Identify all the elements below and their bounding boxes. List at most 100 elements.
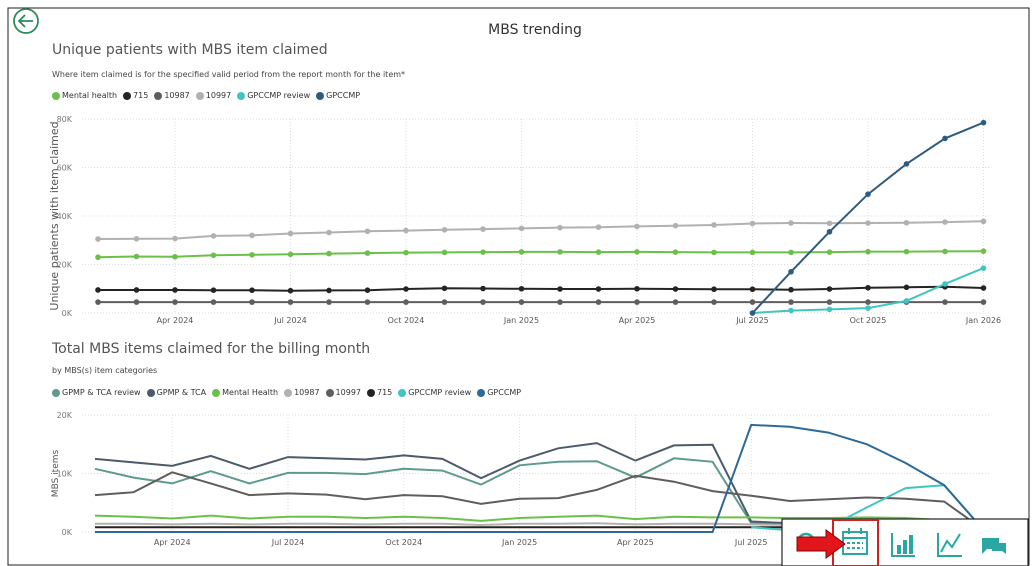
x-tick-label: Apr 2025	[619, 316, 656, 325]
legend-label: 10987	[164, 91, 190, 100]
data-point	[942, 248, 948, 255]
data-point	[133, 299, 140, 305]
legend-label: 715	[133, 91, 149, 100]
y-axis-title: MBS items	[51, 450, 61, 498]
data-point	[749, 299, 756, 305]
legend-item[interactable]: 10997	[195, 91, 232, 100]
legend-swatch	[123, 91, 132, 100]
data-point	[441, 227, 448, 233]
legend-item[interactable]: Mental Health	[212, 388, 278, 397]
data-point	[865, 305, 871, 311]
data-point	[364, 299, 371, 305]
data-point	[595, 249, 602, 255]
data-point	[980, 299, 987, 305]
chart-title: Total MBS items claimed for the billing …	[52, 341, 371, 357]
legend-swatch	[325, 388, 334, 397]
chart-subtitle: by MBS(s) item categories	[52, 366, 158, 375]
legend-item[interactable]: 10987	[284, 388, 320, 397]
data-point	[95, 287, 101, 293]
data-point	[980, 119, 987, 126]
data-point	[903, 219, 910, 226]
data-point	[210, 233, 217, 239]
data-point	[480, 226, 486, 232]
legend-item[interactable]: GPMP & TCA review	[52, 388, 141, 397]
data-point	[711, 249, 717, 256]
y-tick-label: 10K	[57, 470, 73, 479]
legend-item[interactable]: GPMP & TCA	[146, 388, 206, 397]
data-point	[749, 310, 756, 316]
y-tick-label: 0K	[62, 309, 73, 318]
legend-swatch	[237, 91, 246, 100]
legend-swatch	[398, 388, 407, 397]
legend-item[interactable]: 715	[123, 91, 148, 100]
data-point	[133, 287, 140, 293]
data-point	[826, 228, 833, 235]
legend-swatch	[316, 91, 325, 100]
data-point	[595, 286, 602, 292]
legend-item[interactable]: 10997	[325, 388, 361, 397]
legend-item[interactable]: GPCCMP review	[398, 388, 471, 397]
data-point	[903, 298, 910, 304]
data-point	[634, 299, 640, 305]
data-point	[826, 299, 833, 305]
legend-swatch	[212, 388, 221, 397]
data-point	[634, 249, 640, 255]
data-point	[942, 135, 948, 142]
legend-swatch	[52, 91, 60, 100]
legend-label: GPMP & TCA review	[62, 388, 141, 397]
data-point	[903, 161, 910, 167]
chart-subtitle: Where item claimed is for the specified …	[52, 70, 406, 79]
legend-item[interactable]: 10987	[154, 91, 190, 100]
data-point	[518, 299, 525, 305]
x-tick-label: Jul 2025	[734, 538, 768, 547]
legend-label: 10997	[205, 91, 232, 100]
x-tick-label: Jan 2026	[965, 316, 1001, 325]
x-tick-label: Jan 2025	[501, 538, 537, 547]
data-point	[672, 286, 679, 292]
y-tick-label: 40K	[57, 212, 73, 221]
data-point	[210, 287, 217, 294]
legend-item[interactable]: GPCCMP	[477, 388, 521, 397]
data-point	[980, 248, 987, 254]
series-line	[97, 220, 984, 240]
legend-label: Mental Health	[222, 388, 279, 397]
data-point	[788, 268, 794, 275]
data-point	[326, 250, 332, 257]
data-point	[364, 287, 371, 294]
data-point	[980, 218, 987, 225]
data-point	[441, 285, 448, 292]
x-tick-label: Jul 2024	[271, 538, 305, 547]
y-tick-label: 20K	[57, 261, 73, 270]
legend-swatch	[195, 91, 204, 100]
x-tick-label: Jul 2025	[735, 316, 769, 325]
x-tick-label: Apr 2024	[157, 316, 194, 325]
data-point	[326, 287, 332, 294]
data-point	[903, 284, 910, 291]
legend-swatch	[146, 388, 155, 397]
data-point	[826, 306, 833, 313]
data-point	[403, 286, 409, 292]
data-point	[788, 286, 794, 293]
data-point	[865, 191, 871, 197]
data-point	[942, 299, 948, 305]
data-point	[172, 235, 178, 242]
data-point	[518, 285, 525, 292]
legend-item[interactable]: GPCCMP	[316, 91, 360, 100]
data-point	[518, 249, 525, 255]
data-point	[826, 220, 833, 227]
x-tick-label: Jan 2025	[503, 316, 539, 325]
legend-label: GPCCMP review	[247, 91, 311, 100]
data-point	[711, 299, 717, 305]
data-point	[672, 249, 679, 255]
data-point	[441, 299, 448, 305]
legend-item[interactable]: GPCCMP review	[237, 91, 310, 100]
legend-item[interactable]: 715	[367, 388, 392, 397]
data-point	[942, 281, 948, 287]
legend-item[interactable]: Mental health	[52, 91, 117, 100]
legend-label: 715	[377, 388, 393, 397]
back-button[interactable]	[13, 8, 39, 34]
data-point	[326, 299, 332, 305]
data-point	[595, 224, 602, 230]
data-point	[865, 220, 871, 226]
